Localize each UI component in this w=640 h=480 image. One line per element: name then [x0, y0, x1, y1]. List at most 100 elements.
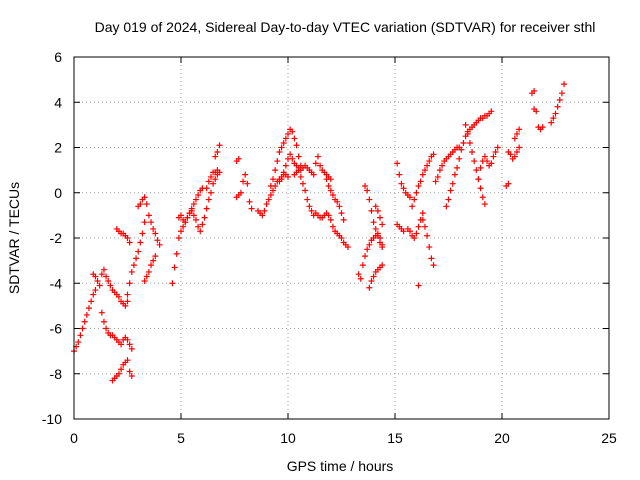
series-a39 [503, 180, 512, 189]
data-point [278, 144, 285, 151]
data-point [139, 230, 146, 237]
data-point [237, 189, 244, 196]
y-tick-label: 4 [54, 94, 62, 110]
data-point [304, 196, 311, 203]
data-point [430, 151, 437, 158]
data-point [130, 262, 137, 269]
data-point [329, 223, 336, 230]
series-a43 [531, 106, 540, 115]
series-a9 [145, 212, 163, 248]
data-point [424, 162, 431, 169]
data-point [539, 124, 546, 131]
data-point [85, 305, 92, 312]
data-point [148, 262, 155, 269]
y-tick-label: 0 [54, 185, 62, 201]
data-point [379, 244, 386, 251]
data-point [128, 373, 135, 380]
y-tick-label: -4 [50, 275, 63, 291]
x-tick-label: 15 [387, 430, 403, 446]
data-point [417, 178, 424, 185]
data-point [180, 223, 187, 230]
data-point [513, 130, 520, 137]
data-point [216, 169, 223, 176]
data-point [368, 207, 375, 214]
series-a37 [462, 121, 488, 208]
x-tick-label: 0 [70, 430, 78, 446]
data-point [516, 126, 523, 133]
data-point [265, 196, 272, 203]
data-point [195, 192, 202, 199]
data-point [462, 121, 469, 128]
data-point [103, 273, 110, 280]
data-point [411, 235, 418, 241]
data-point [481, 153, 488, 160]
series-a17 [267, 126, 304, 189]
y-tick-label: -2 [50, 230, 63, 246]
data-point [449, 180, 456, 187]
data-point [312, 160, 319, 167]
data-point [197, 228, 204, 235]
data-point [377, 214, 384, 221]
data-point [471, 158, 478, 165]
data-point [282, 135, 289, 142]
data-point [327, 216, 334, 223]
series-a8 [141, 253, 159, 284]
data-point [400, 228, 407, 235]
data-point [454, 164, 461, 171]
data-point [426, 244, 433, 251]
series-a31 [404, 210, 426, 241]
data-point [291, 135, 298, 142]
data-point [415, 282, 422, 289]
data-point [432, 178, 439, 185]
data-point [287, 151, 294, 158]
data-point [107, 282, 114, 289]
data-point [126, 368, 133, 375]
data-point [492, 149, 499, 156]
data-point [481, 201, 488, 208]
data-point [424, 232, 431, 239]
data-point [366, 284, 373, 291]
data-point [366, 241, 373, 248]
data-point [357, 275, 364, 282]
data-point [443, 203, 450, 210]
data-point [325, 212, 332, 219]
data-point [212, 176, 219, 183]
data-point [334, 198, 341, 205]
data-point [143, 273, 150, 280]
data-point [274, 158, 281, 165]
data-point [314, 153, 321, 160]
data-point [362, 253, 369, 260]
data-point [152, 253, 159, 260]
data-point [150, 225, 157, 232]
data-point [195, 223, 202, 230]
data-point [460, 139, 467, 146]
data-point [511, 153, 518, 160]
data-point [411, 196, 418, 203]
data-point [366, 196, 373, 203]
data-point [126, 280, 133, 287]
data-point [133, 255, 140, 262]
data-point [511, 135, 518, 142]
data-point [372, 225, 379, 232]
series-a11 [175, 171, 221, 235]
data-point [145, 268, 152, 275]
data-point [484, 158, 491, 165]
series-a14 [233, 155, 242, 165]
series-a42 [528, 87, 538, 97]
data-point [124, 357, 131, 364]
chart-title: Day 019 of 2024, Sidereal Day-to-day VTE… [95, 19, 596, 35]
data-point [79, 325, 86, 332]
series-a24 [355, 271, 364, 282]
data-point [464, 130, 471, 137]
data-point [338, 235, 345, 241]
x-tick-label: 20 [494, 430, 510, 446]
data-point [92, 273, 99, 280]
data-point [190, 201, 197, 208]
data-point [293, 142, 300, 149]
data-point [141, 219, 148, 226]
series-a4 [109, 357, 135, 384]
data-point [308, 207, 315, 214]
data-point [244, 180, 251, 187]
data-point [552, 110, 559, 117]
data-point [77, 332, 84, 339]
